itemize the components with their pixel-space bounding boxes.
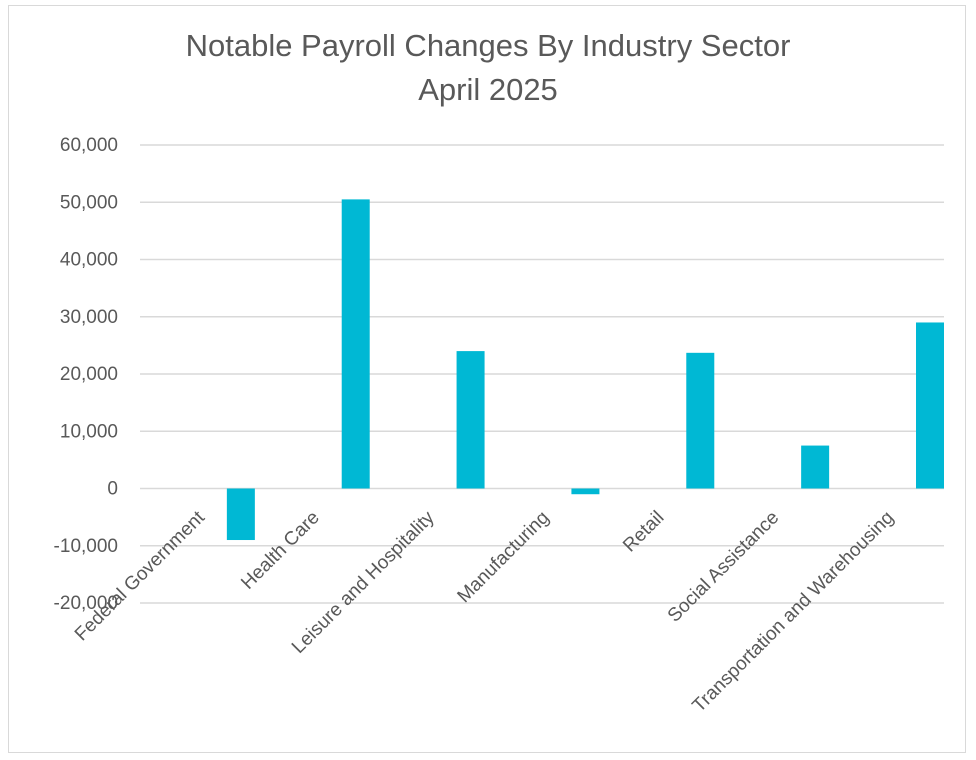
y-tick-label: 0 xyxy=(107,479,118,500)
x-tick-label: Social Assistance xyxy=(664,507,783,626)
bar xyxy=(226,488,255,541)
y-tick-label: 50,000 xyxy=(60,192,118,213)
y-tick-label: 60,000 xyxy=(60,135,118,156)
bar xyxy=(916,322,944,489)
bar xyxy=(686,352,715,489)
x-tick-label: Retail xyxy=(619,507,668,556)
bar xyxy=(571,488,600,495)
y-tick-label: -20,000 xyxy=(54,593,118,614)
chart-title: Notable Payroll Changes By Industry Sect… xyxy=(0,24,976,112)
y-tick-label: 40,000 xyxy=(60,250,118,271)
chart-frame xyxy=(8,5,966,753)
chart-title-line: Notable Payroll Changes By Industry Sect… xyxy=(185,28,791,63)
x-tick-label: Federal Government xyxy=(71,507,210,646)
chart-subtitle-line: April 2025 xyxy=(418,72,558,107)
y-tick-label: 30,000 xyxy=(60,307,118,328)
x-tick-label: Transportation and Warehousing xyxy=(689,507,899,717)
x-tick-label: Manufacturing xyxy=(454,507,554,607)
bar xyxy=(801,445,830,489)
bar xyxy=(341,199,370,489)
gridlines xyxy=(140,144,944,604)
y-tick-label: 20,000 xyxy=(60,364,118,385)
bar xyxy=(456,351,485,489)
y-axis-tick-labels: 60,000 50,000 40,000 30,000 20,000 10,000 0 -10… xyxy=(54,135,118,614)
bars xyxy=(226,199,944,541)
y-tick-label: 10,000 xyxy=(60,421,118,442)
y-tick-label: -10,000 xyxy=(54,536,118,557)
